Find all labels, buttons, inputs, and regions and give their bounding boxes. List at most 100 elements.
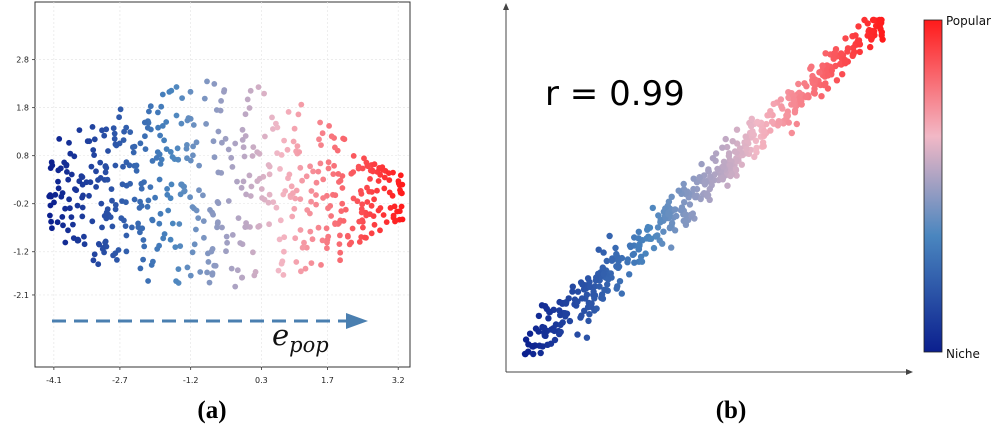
panel-b-point <box>613 263 621 271</box>
panel-a-point <box>90 147 97 153</box>
panel-b-point <box>822 50 829 57</box>
panel-a-point <box>67 150 74 157</box>
panel-b-point <box>760 143 767 150</box>
panel-a-point <box>200 192 206 199</box>
panel-a-point <box>363 212 370 219</box>
panel-a-point <box>206 279 213 286</box>
panel-a-point <box>256 150 263 157</box>
panel-a-point <box>150 258 156 265</box>
panel-a-point <box>218 98 225 104</box>
panel-a-point <box>223 248 229 255</box>
panel-a-points <box>46 78 406 290</box>
panel-a-point <box>47 192 54 198</box>
panel-a-point <box>339 200 346 207</box>
panel-a-point <box>95 241 102 247</box>
panel-a-point <box>332 144 338 151</box>
panel-a-point <box>292 235 299 242</box>
panel-a-point <box>62 205 68 212</box>
panel-a-point <box>332 221 338 228</box>
panel-a-point <box>193 207 200 214</box>
panel-b-point <box>749 130 756 137</box>
panel-b-point <box>683 190 690 197</box>
panel-a-x-tick-label: 0.3 <box>255 376 268 385</box>
panel-b-point <box>630 250 638 258</box>
panel-b-point <box>726 161 734 169</box>
panel-a-grid <box>35 2 410 367</box>
panel-a-point <box>359 165 366 172</box>
panel-a-point <box>374 187 380 194</box>
panel-a-point <box>276 236 283 243</box>
panel-b-point <box>635 228 642 235</box>
panel-a-point <box>176 221 183 227</box>
panel-a-point <box>339 185 346 191</box>
panel-a-point <box>330 171 337 178</box>
panel-b-point <box>733 156 740 164</box>
panel-a-point <box>337 177 344 184</box>
panel-b-point <box>790 101 797 108</box>
panel-b-point <box>551 336 559 344</box>
panel-a-point <box>103 126 110 133</box>
panel-a-point <box>138 203 145 209</box>
panel-b-point <box>588 303 595 311</box>
panel-a-point <box>211 154 218 161</box>
panel-b-point <box>586 311 593 318</box>
panel-a-point <box>57 165 64 172</box>
panel-b-point <box>767 127 774 134</box>
epop-arrow <box>52 313 368 329</box>
panel-b-point <box>604 281 611 288</box>
panel-b-point <box>635 235 642 242</box>
panel-b-point <box>819 62 826 69</box>
panel-a-point <box>258 186 265 192</box>
panel-b-point <box>754 118 761 126</box>
panel-a-point <box>68 214 75 221</box>
panel-a-point <box>256 223 263 229</box>
panel-a-point <box>399 216 406 223</box>
panel-b-y-axis <box>503 3 509 372</box>
panel-a-point <box>307 210 313 217</box>
panel-a-point <box>149 216 156 223</box>
panel-a-point <box>189 249 196 256</box>
panel-b-caption: (b) <box>716 397 747 424</box>
panel-a-point <box>49 162 56 169</box>
panel-b-point <box>748 122 755 130</box>
panel-a-point <box>163 119 170 125</box>
panel-a-point <box>319 130 326 137</box>
panel-a-x-tick-label: -1.2 <box>183 376 199 385</box>
panel-b-point <box>790 96 798 103</box>
panel-b-point <box>668 244 675 251</box>
panel-a-point <box>210 211 217 218</box>
panel-a-point <box>277 166 283 172</box>
panel-a-point <box>91 251 98 258</box>
panel-a-point <box>111 135 118 142</box>
panel-a-x-tick-label: -2.7 <box>112 376 128 385</box>
panel-b-point <box>574 288 582 295</box>
panel-a-point <box>89 218 96 225</box>
panel-a-point <box>131 143 138 150</box>
panel-b-point <box>657 216 664 224</box>
panel-b-point <box>530 350 537 358</box>
panel-a-point <box>178 181 185 188</box>
panel-a-point <box>141 119 148 126</box>
panel-a-point <box>328 133 335 140</box>
panel-a-point <box>289 213 296 220</box>
panel-a-point <box>273 204 280 211</box>
panel-b-point <box>551 327 558 335</box>
panel-a-point <box>380 212 387 218</box>
panel-b-point <box>707 173 714 181</box>
panel-b-point <box>608 257 616 264</box>
panel-b-point <box>566 317 574 325</box>
panel-a-point <box>108 186 115 193</box>
panel-a-point <box>318 142 324 149</box>
panel-a-point <box>187 194 194 201</box>
panel-a-point <box>399 181 406 188</box>
panel-b-point <box>557 328 564 336</box>
panel-a-point <box>308 198 314 205</box>
panel-a-point <box>291 205 298 212</box>
panel-a-point <box>141 243 148 250</box>
panel-a-point <box>320 195 326 201</box>
panel-a-point <box>212 262 219 269</box>
panel-a-point <box>103 215 110 222</box>
panel-a-point <box>262 133 268 140</box>
panel-a-point <box>228 154 235 161</box>
panel-a-point <box>297 227 304 233</box>
